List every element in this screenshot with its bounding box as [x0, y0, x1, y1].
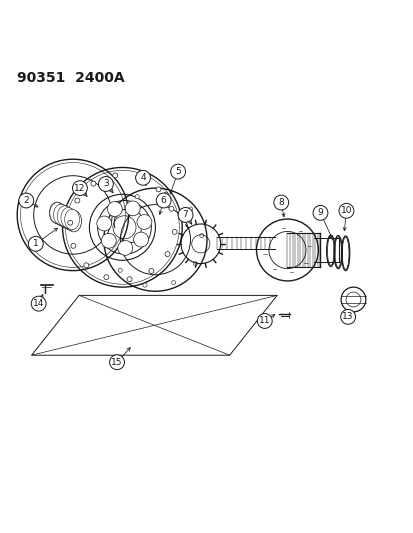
Circle shape: [164, 192, 168, 196]
Circle shape: [135, 195, 139, 199]
Circle shape: [28, 236, 43, 251]
Circle shape: [113, 214, 117, 217]
Text: 9: 9: [317, 208, 323, 217]
Circle shape: [97, 216, 112, 231]
Circle shape: [178, 207, 192, 222]
Text: 7: 7: [182, 211, 188, 220]
Circle shape: [19, 193, 33, 208]
Circle shape: [107, 201, 122, 216]
Circle shape: [109, 355, 124, 370]
Circle shape: [149, 269, 154, 273]
Circle shape: [118, 268, 122, 272]
Ellipse shape: [64, 209, 79, 230]
Text: 2: 2: [24, 196, 29, 205]
Text: 5: 5: [175, 167, 180, 176]
Circle shape: [171, 280, 175, 285]
Ellipse shape: [50, 203, 64, 223]
Text: 14: 14: [33, 299, 44, 308]
Text: 6: 6: [160, 196, 166, 205]
Ellipse shape: [53, 204, 68, 225]
Circle shape: [312, 205, 327, 220]
Circle shape: [127, 277, 132, 281]
Circle shape: [170, 164, 185, 179]
Text: 8: 8: [278, 198, 283, 207]
Circle shape: [273, 195, 288, 210]
Text: 1: 1: [33, 239, 38, 248]
Circle shape: [125, 201, 140, 216]
Text: 12: 12: [74, 183, 85, 192]
Text: 4: 4: [140, 173, 145, 182]
Circle shape: [257, 313, 271, 328]
Circle shape: [104, 274, 109, 280]
Circle shape: [136, 175, 140, 180]
Circle shape: [101, 233, 116, 248]
Circle shape: [199, 233, 204, 238]
Circle shape: [83, 263, 88, 268]
Circle shape: [169, 206, 173, 211]
Circle shape: [137, 215, 152, 229]
Circle shape: [156, 193, 171, 208]
Circle shape: [338, 204, 353, 218]
Text: 90351  2400A: 90351 2400A: [17, 70, 125, 85]
Circle shape: [107, 241, 111, 246]
Circle shape: [172, 229, 177, 235]
Text: 13: 13: [342, 312, 353, 321]
Circle shape: [118, 240, 132, 255]
Text: 3: 3: [103, 180, 109, 189]
Circle shape: [31, 296, 46, 311]
Text: 15: 15: [111, 358, 123, 367]
Circle shape: [75, 198, 80, 203]
Circle shape: [156, 187, 161, 192]
Circle shape: [193, 262, 197, 266]
Circle shape: [91, 181, 96, 186]
Text: 10: 10: [340, 206, 351, 215]
Circle shape: [72, 181, 87, 196]
Ellipse shape: [57, 206, 72, 227]
Circle shape: [112, 173, 117, 178]
Circle shape: [165, 252, 169, 256]
Circle shape: [68, 220, 73, 225]
Circle shape: [340, 310, 355, 324]
Ellipse shape: [61, 207, 76, 228]
Circle shape: [98, 176, 113, 191]
Circle shape: [142, 283, 147, 287]
Text: 11: 11: [259, 317, 270, 326]
Circle shape: [71, 244, 76, 248]
Circle shape: [135, 171, 150, 185]
Circle shape: [133, 232, 148, 247]
Circle shape: [188, 207, 192, 211]
